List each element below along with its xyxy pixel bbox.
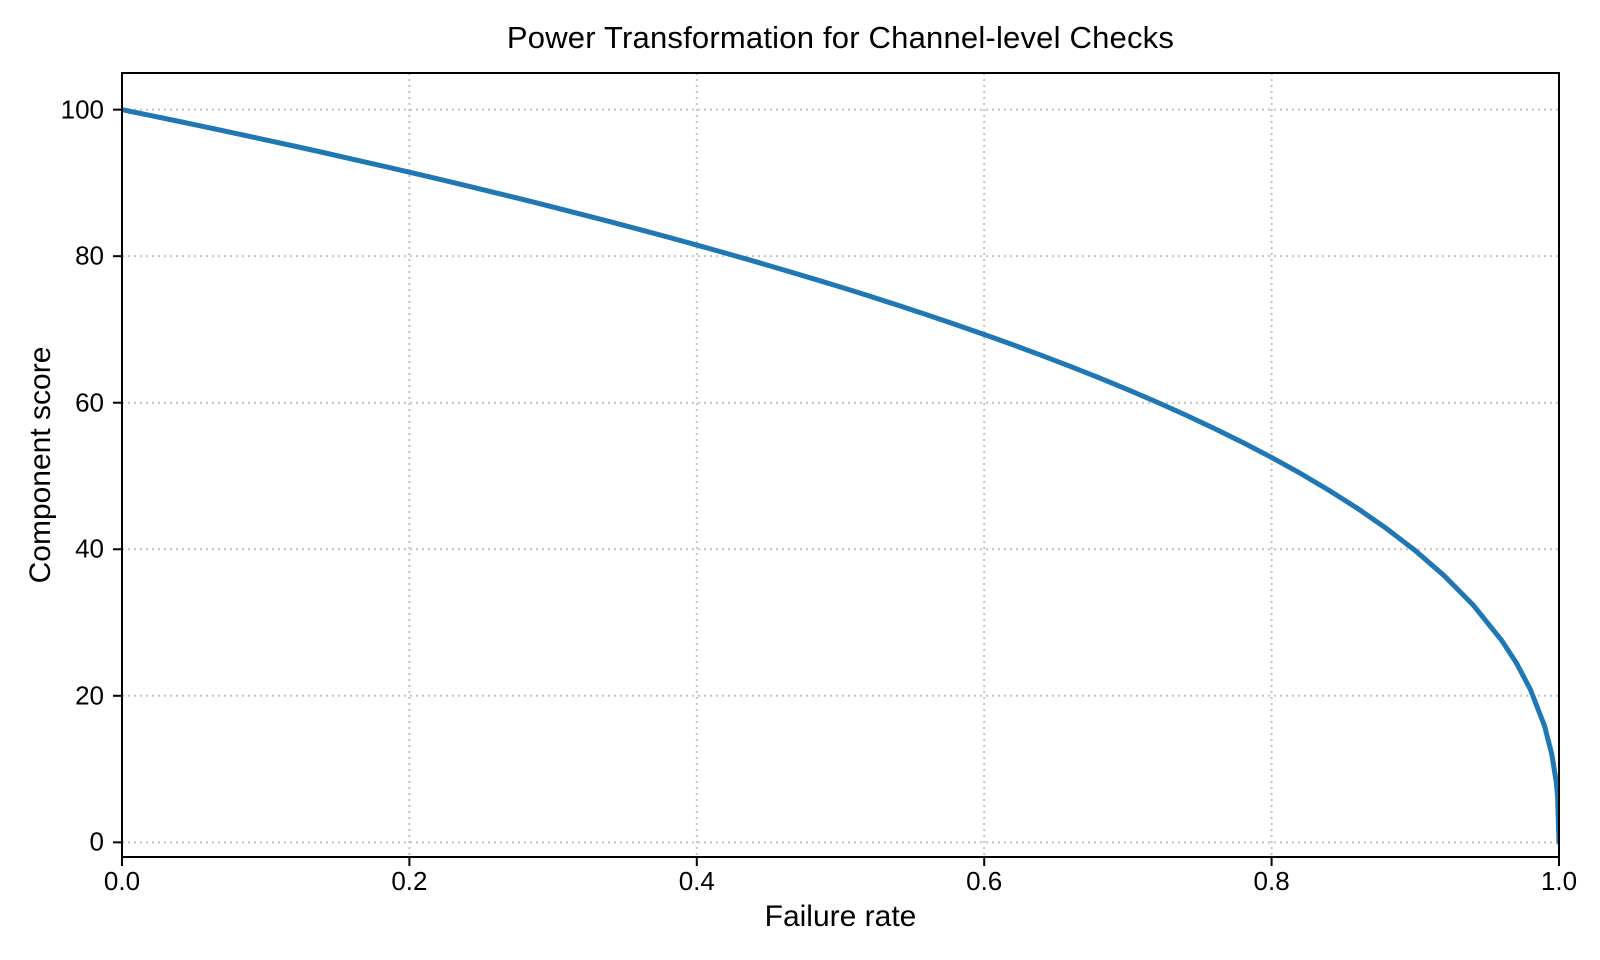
x-tick-label: 0.2 — [391, 866, 428, 896]
x-tick-label: 0.6 — [966, 866, 1003, 896]
axes-spines — [121, 72, 1560, 858]
y-axis-label: Component score — [24, 346, 57, 584]
curve-component-score-curve — [122, 107, 1559, 845]
y-tick-label: 100 — [60, 94, 104, 125]
y-tick-label: 40 — [75, 533, 104, 564]
x-tick-label: 0.4 — [678, 866, 715, 896]
x-tick-label: 1.0 — [1540, 866, 1578, 896]
y-tick-label: 20 — [75, 680, 104, 711]
y-tick-label: 0 — [89, 826, 104, 857]
x-axis-label: Failure rate — [764, 900, 917, 933]
y-tick-label: 60 — [75, 387, 104, 418]
y-tick-label: 80 — [75, 240, 104, 271]
chart-title: Power Transformation for Channel-level C… — [506, 20, 1175, 55]
x-tick-label: 0.8 — [1253, 866, 1290, 896]
x-tick-label: 0.0 — [103, 866, 141, 896]
